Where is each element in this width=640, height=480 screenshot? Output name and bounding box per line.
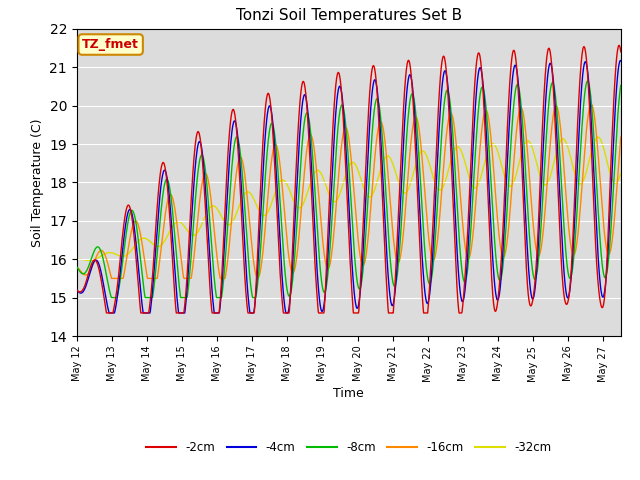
Legend: -2cm, -4cm, -8cm, -16cm, -32cm: -2cm, -4cm, -8cm, -16cm, -32cm <box>141 437 556 459</box>
Title: Tonzi Soil Temperatures Set B: Tonzi Soil Temperatures Set B <box>236 9 462 24</box>
X-axis label: Time: Time <box>333 387 364 400</box>
Y-axis label: Soil Temperature (C): Soil Temperature (C) <box>31 118 44 247</box>
Text: TZ_fmet: TZ_fmet <box>82 38 139 51</box>
